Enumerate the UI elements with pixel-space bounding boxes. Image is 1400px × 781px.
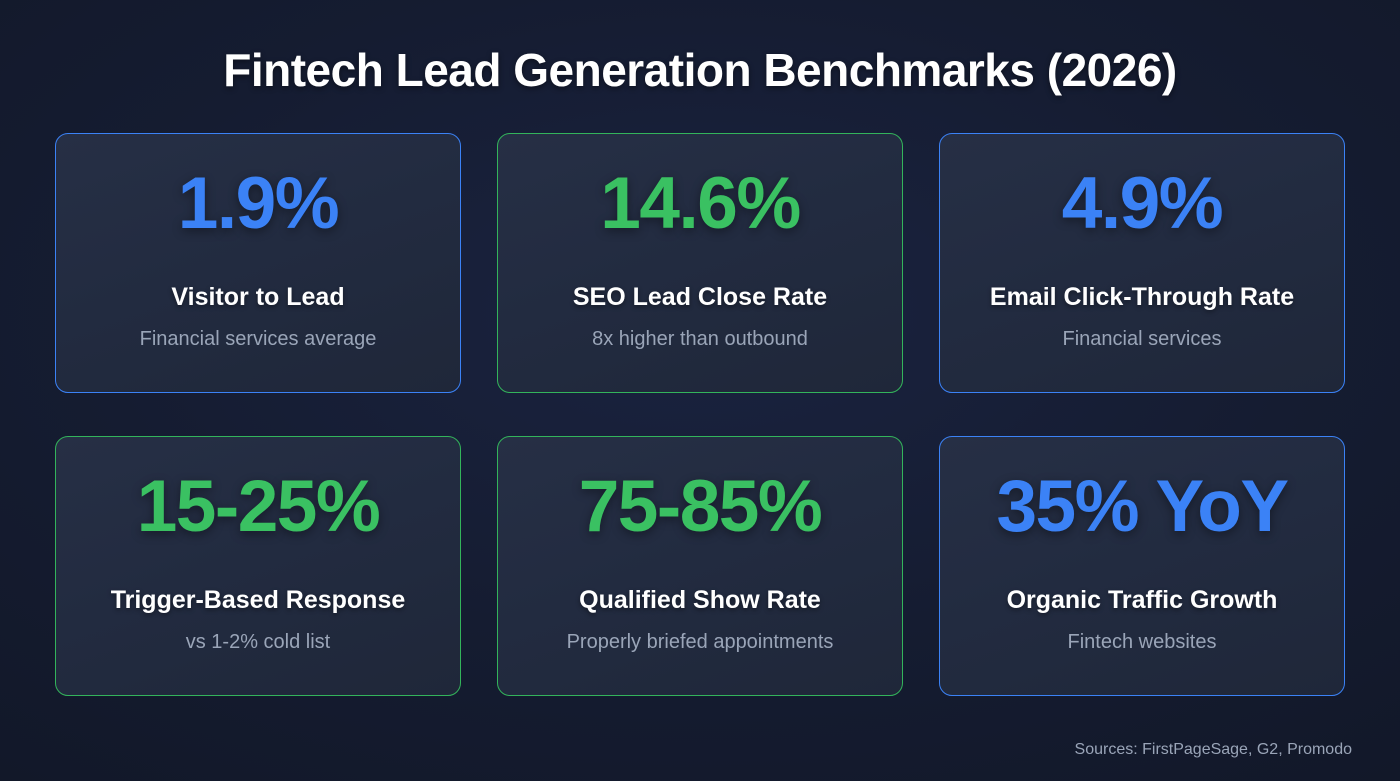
stat-label: SEO Lead Close Rate <box>572 282 828 311</box>
stat-sublabel: Fintech websites <box>1067 630 1217 653</box>
stat-card-seo-lead-close-rate: 14.6% SEO Lead Close Rate 8x higher than… <box>497 132 903 393</box>
stat-label: Email Click-Through Rate <box>989 282 1295 311</box>
stat-value: 14.6% <box>600 162 801 244</box>
stat-card-organic-traffic-growth: 35% YoY Organic Traffic Growth Fintech w… <box>939 435 1345 696</box>
stat-sublabel: Financial services average <box>139 327 377 350</box>
stat-value: 4.9% <box>1061 162 1224 244</box>
stat-sublabel: vs 1-2% cold list <box>185 630 331 653</box>
stat-card-trigger-based-response: 15-25% Trigger-Based Response vs 1-2% co… <box>55 435 461 696</box>
stat-card-qualified-show-rate: 75-85% Qualified Show Rate Properly brie… <box>497 435 903 696</box>
stat-label: Trigger-Based Response <box>110 585 406 614</box>
stat-card-visitor-to-lead: 1.9% Visitor to Lead Financial services … <box>55 132 461 393</box>
stat-label: Visitor to Lead <box>171 282 345 311</box>
stat-sublabel: 8x higher than outbound <box>592 327 808 350</box>
page-title: Fintech Lead Generation Benchmarks (2026… <box>223 44 1177 96</box>
stat-card-grid: 1.9% Visitor to Lead Financial services … <box>55 132 1345 696</box>
stat-value: 15-25% <box>136 465 381 547</box>
stat-value: 75-85% <box>578 465 823 547</box>
stat-sublabel: Properly briefed appointments <box>566 630 834 653</box>
stat-card-email-click-through-rate: 4.9% Email Click-Through Rate Financial … <box>939 132 1345 393</box>
stat-sublabel: Financial services <box>1062 327 1222 350</box>
stat-value: 35% YoY <box>996 465 1289 547</box>
stat-label: Organic Traffic Growth <box>1006 585 1278 614</box>
sources-note: Sources: FirstPageSage, G2, Promodo <box>1074 741 1352 758</box>
stat-value: 1.9% <box>177 162 340 244</box>
stat-label: Qualified Show Rate <box>579 585 821 614</box>
